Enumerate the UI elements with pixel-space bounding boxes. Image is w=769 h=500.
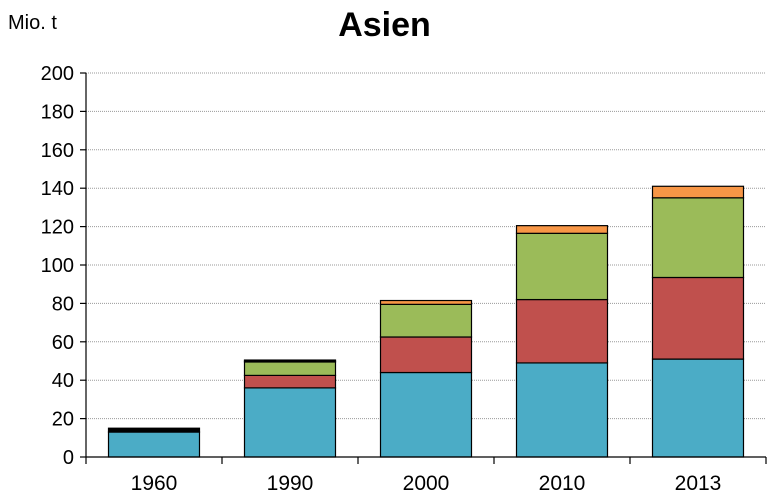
bar-segment-1990-series-3: [243, 361, 337, 376]
y-tick-label: 60: [52, 332, 74, 354]
bar-segment-2010-series-3: [515, 232, 609, 301]
bar-segment-2010-series-4: [515, 225, 609, 234]
x-tick-label: 1990: [267, 472, 314, 495]
y-tick-label: 160: [41, 140, 74, 162]
bar-segment-1990-series-5: [243, 359, 337, 362]
y-tick-label: 0: [63, 447, 74, 469]
y-tick-label: 140: [41, 178, 74, 200]
bar-segment-2010-series-2: [515, 298, 609, 364]
y-tick-label: 80: [52, 293, 74, 315]
bar-segment-2000-series-3: [379, 303, 473, 338]
y-tick-label: 120: [41, 217, 74, 239]
bar-segment-2010-series-1: [515, 362, 609, 458]
x-tick-label: 2000: [403, 472, 450, 495]
bar-segment-1990-series-2: [243, 374, 337, 389]
bar-segment-1990-series-1: [243, 387, 337, 458]
y-tick-label: 100: [41, 255, 74, 277]
bar-segment-2013-series-4: [651, 185, 745, 199]
y-tick-label: 200: [41, 63, 74, 85]
x-tick-label: 2010: [539, 472, 586, 495]
bar-segment-2000-series-1: [379, 371, 473, 458]
bar-segment-2000-series-4: [379, 299, 473, 305]
y-tick-label: 180: [41, 101, 74, 123]
bar-segment-2013-series-2: [651, 276, 745, 360]
y-tick-label: 40: [52, 370, 74, 392]
x-tick-label: 1960: [131, 472, 178, 495]
bar-segment-2013-series-3: [651, 197, 745, 279]
x-tick-label: 2013: [675, 472, 722, 495]
chart-title: Asien: [338, 6, 431, 44]
bar-segment-1960-series-5: [107, 427, 201, 433]
y-axis-unit-label: Mio. t: [8, 12, 57, 34]
bar-segment-1960-series-1: [107, 431, 201, 458]
bar-segment-2013-series-1: [651, 358, 745, 458]
bar-segment-2000-series-2: [379, 336, 473, 374]
y-tick-label: 20: [52, 409, 74, 431]
